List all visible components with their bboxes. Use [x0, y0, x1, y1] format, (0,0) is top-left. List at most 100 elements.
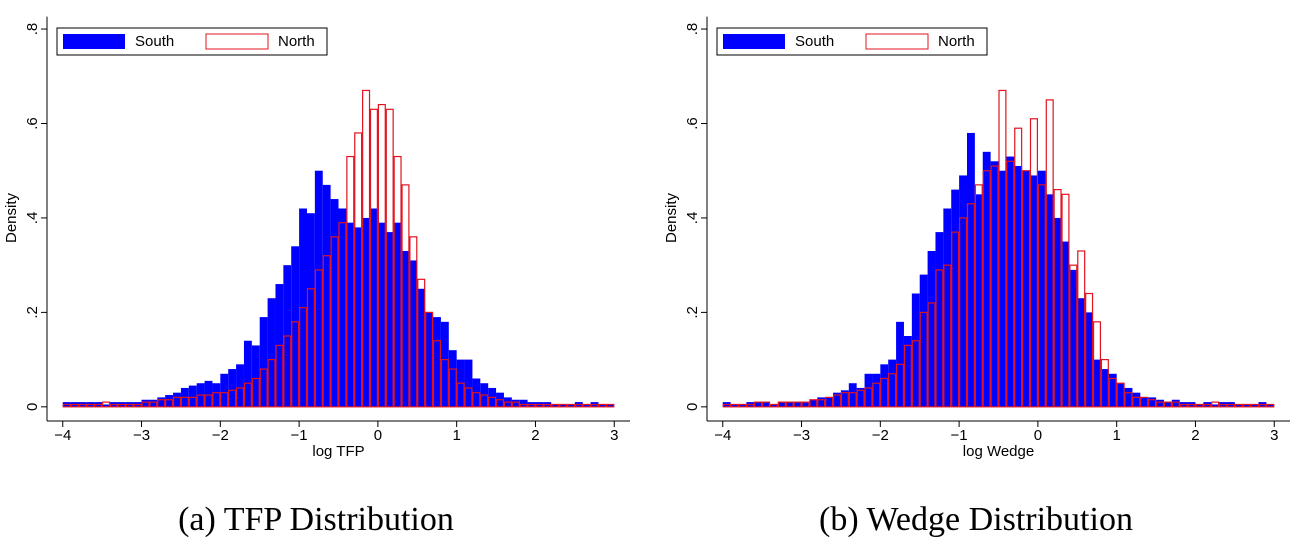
bar	[432, 340, 442, 408]
bar	[228, 389, 237, 408]
bar	[330, 199, 339, 407]
bar	[935, 269, 944, 408]
bar	[895, 363, 905, 408]
x-tick-label: −2	[872, 427, 889, 444]
bar	[377, 104, 386, 408]
bar	[1045, 99, 1054, 408]
bar	[220, 373, 229, 407]
bar	[385, 108, 394, 408]
bar	[738, 403, 747, 408]
bar	[1266, 403, 1275, 408]
bar	[1250, 404, 1259, 407]
x-tick-label: −1	[951, 427, 968, 444]
bar	[362, 217, 371, 407]
bar	[433, 317, 441, 407]
bar	[1061, 193, 1070, 408]
bar	[1108, 377, 1117, 408]
bar	[236, 364, 244, 407]
bar	[1100, 359, 1109, 408]
legend-swatch	[63, 34, 125, 49]
bar	[825, 396, 834, 408]
bar	[370, 208, 378, 407]
x-tick-label: −4	[714, 427, 731, 444]
bar	[1242, 403, 1251, 408]
bar	[551, 404, 560, 407]
bar	[762, 402, 771, 407]
y-axis-label: Density	[3, 192, 20, 243]
bar	[1179, 403, 1188, 408]
x-tick-label: 1	[1113, 427, 1121, 444]
bar	[1116, 383, 1125, 407]
bar	[393, 155, 402, 408]
bar	[1211, 404, 1220, 407]
bar	[472, 392, 481, 408]
bar	[377, 222, 386, 407]
bar	[117, 403, 126, 408]
y-tick-label: 0	[24, 403, 41, 411]
bar	[738, 404, 747, 407]
bar	[149, 401, 158, 408]
bar	[354, 227, 363, 407]
bar	[259, 368, 268, 408]
legend-label: North	[278, 33, 315, 50]
bar	[1163, 402, 1172, 407]
bar	[559, 404, 567, 407]
bar	[769, 403, 779, 408]
bar	[322, 255, 331, 408]
bar	[354, 132, 363, 408]
bar	[165, 395, 174, 407]
bar	[1148, 397, 1157, 407]
bar	[919, 274, 928, 407]
bar	[730, 404, 739, 407]
bar	[448, 350, 457, 407]
x-tick-label: 0	[1034, 427, 1042, 444]
bar	[959, 217, 968, 408]
bar	[1226, 403, 1235, 408]
bar	[574, 403, 583, 408]
x-tick-label: −4	[54, 427, 71, 444]
bar	[165, 399, 174, 408]
bar	[188, 396, 197, 408]
x-axis-label: log TFP	[312, 443, 364, 460]
bar	[172, 396, 182, 408]
bar	[1092, 321, 1102, 408]
bar	[78, 403, 87, 408]
x-tick-label: −1	[291, 427, 308, 444]
bar	[1100, 369, 1109, 407]
bar	[70, 403, 79, 408]
bar	[872, 373, 881, 407]
caption: (a) TFP Distribution	[178, 501, 454, 538]
bar	[480, 394, 489, 408]
bar	[951, 231, 960, 408]
bar	[1014, 127, 1023, 408]
bar	[251, 377, 260, 408]
y-tick-label: .8	[684, 23, 701, 36]
bar	[456, 382, 465, 408]
bar	[251, 345, 260, 407]
bar	[173, 392, 181, 407]
bar	[762, 401, 771, 408]
bar	[425, 311, 434, 408]
bar	[204, 394, 213, 408]
bar	[927, 302, 936, 408]
bar	[464, 387, 473, 408]
bar	[1029, 118, 1038, 408]
bar	[582, 404, 591, 407]
bar	[519, 399, 528, 407]
x-tick-label: 3	[1270, 427, 1278, 444]
bar	[362, 89, 371, 408]
bar	[872, 382, 881, 408]
bar	[535, 403, 544, 408]
bar	[212, 392, 221, 408]
bar	[409, 236, 418, 408]
bar	[1022, 170, 1031, 407]
bar	[291, 246, 300, 407]
bar	[401, 250, 410, 407]
legend-swatch	[865, 33, 929, 50]
bar	[919, 311, 928, 408]
y-tick-label: .2	[24, 306, 41, 319]
bar	[982, 151, 991, 407]
bar	[809, 399, 818, 408]
bar	[1108, 373, 1117, 407]
x-tick-label: −3	[133, 427, 150, 444]
